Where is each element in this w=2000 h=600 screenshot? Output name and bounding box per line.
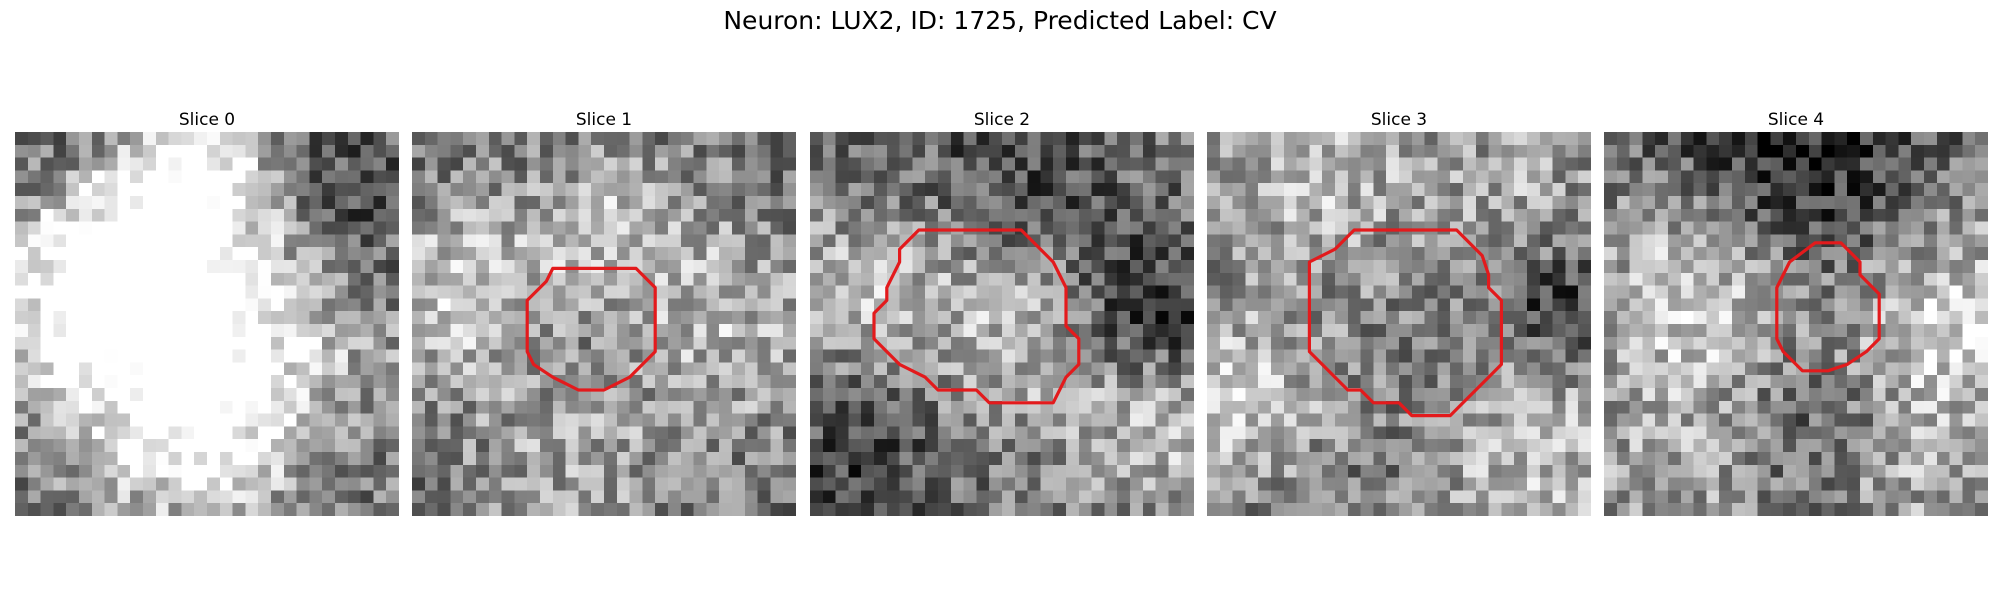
slice-panel-0: Slice 0 [15, 108, 399, 516]
slice-title-0: Slice 0 [15, 108, 399, 132]
slice-contour-0 [15, 134, 399, 518]
slice-title-1: Slice 1 [412, 108, 796, 132]
figure-title: Neuron: LUX2, ID: 1725, Predicted Label:… [0, 6, 2000, 35]
slice-panel-1: Slice 1 [412, 108, 796, 516]
neuron-contour-1 [527, 268, 655, 390]
slice-contour-4 [1604, 134, 1988, 518]
slice-title-2: Slice 2 [810, 108, 1194, 132]
slice-title-4: Slice 4 [1604, 108, 1988, 132]
slice-contour-2 [810, 134, 1194, 518]
neuron-contour-3 [1309, 230, 1501, 416]
neuron-contour-4 [1777, 243, 1879, 371]
slice-contour-3 [1207, 134, 1591, 518]
slice-title-3: Slice 3 [1207, 108, 1591, 132]
neuron-contour-2 [874, 230, 1079, 403]
slice-panel-2: Slice 2 [810, 108, 1194, 516]
slice-contour-1 [412, 134, 796, 518]
slice-panel-4: Slice 4 [1604, 108, 1988, 516]
slice-panel-3: Slice 3 [1207, 108, 1591, 516]
